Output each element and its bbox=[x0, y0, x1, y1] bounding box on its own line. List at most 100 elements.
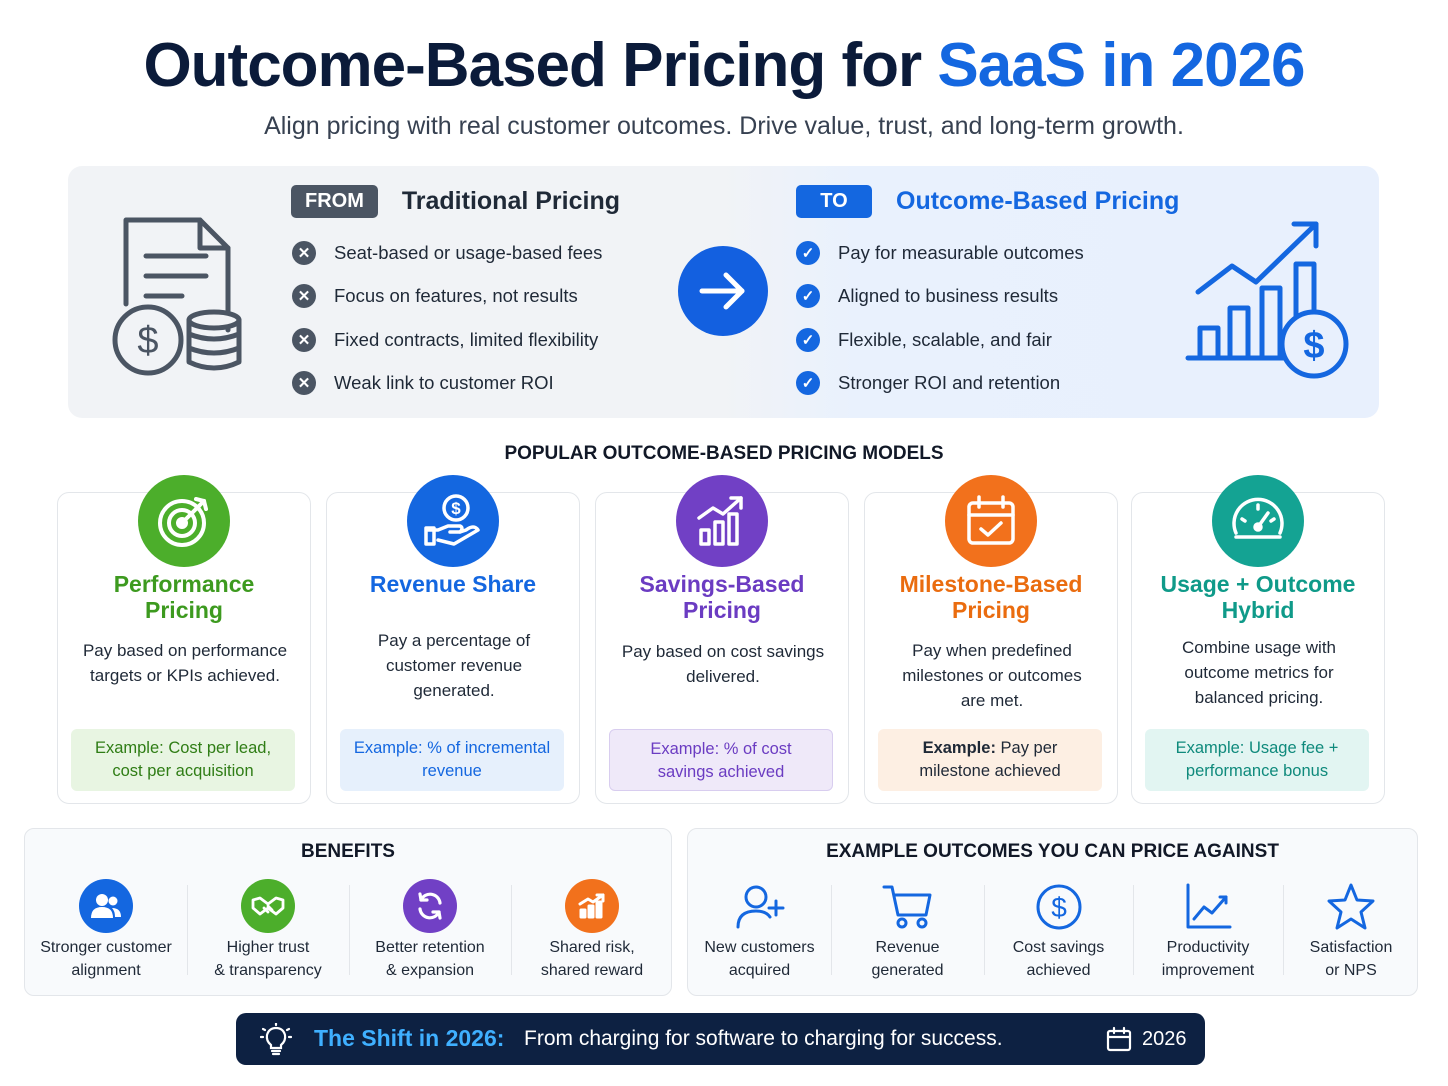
card-description: Combine usage with outcome metrics for b… bbox=[1181, 638, 1337, 707]
model-card-performance: Performance Pricing Pay based on perform… bbox=[57, 475, 311, 804]
outcome-item: New customers acquired bbox=[688, 829, 831, 995]
title-main: Outcome-Based Pricing for bbox=[143, 31, 922, 100]
calendar-check-icon bbox=[945, 475, 1037, 567]
card-example: Example: Usage fee + performance bonus bbox=[1145, 729, 1369, 791]
card-description: Pay when predefined milestones or outcom… bbox=[902, 641, 1082, 710]
footer-heading: The Shift in 2026: bbox=[314, 1025, 505, 1051]
outcomes-panel: EXAMPLE OUTCOMES YOU CAN PRICE AGAINST N… bbox=[687, 828, 1418, 996]
user-plus-icon bbox=[736, 885, 784, 929]
card-example: Example: % of cost savings achieved bbox=[609, 729, 833, 791]
card-description: Pay based on cost savings delivered. bbox=[621, 642, 825, 686]
footer-banner: The Shift in 2026: From charging for sof… bbox=[236, 1013, 1205, 1065]
title-accent: SaaS in 2026 bbox=[937, 31, 1305, 100]
growth-dollar-icon: $ bbox=[1185, 221, 1349, 379]
model-card-savings-based: Savings-Based Pricing Pay based on cost … bbox=[595, 475, 849, 804]
model-card-usage-outcome-hybrid: Usage + Outcome Hybrid Combine usage wit… bbox=[1131, 475, 1385, 804]
divider bbox=[187, 885, 188, 975]
card-example: Example: Pay per milestone achieved bbox=[878, 729, 1102, 791]
page-title: Outcome-Based Pricing for SaaS in 2026 bbox=[0, 30, 1448, 101]
divider bbox=[349, 885, 350, 975]
card-title: Performance Pricing bbox=[113, 571, 255, 623]
card-example: Example: Cost per lead, cost per acquisi… bbox=[71, 729, 295, 791]
divider bbox=[1133, 885, 1134, 975]
benefit-item: Better retention & expansion bbox=[349, 829, 511, 995]
card-example: Example: % of incremental revenue bbox=[340, 729, 564, 791]
card-description: Pay based on performance targets or KPIs… bbox=[82, 641, 288, 685]
benefits-heading: BENEFITS bbox=[301, 841, 395, 862]
outcome-label: Productivity improvement bbox=[1161, 939, 1255, 979]
outcome-label: Cost savings achieved bbox=[1012, 939, 1105, 979]
check-circle-icon: ✓ bbox=[796, 327, 820, 352]
x-circle-icon: ✕ bbox=[292, 284, 316, 309]
outcome-label: Revenue generated bbox=[871, 939, 944, 979]
cart-icon bbox=[882, 885, 931, 929]
refresh-icon bbox=[403, 879, 457, 933]
svg-text:$: $ bbox=[1051, 892, 1067, 923]
list-item: ✕ Focus on features, not results bbox=[292, 275, 602, 319]
from-header: FROM Traditional Pricing bbox=[291, 185, 620, 218]
page-subtitle: Align pricing with real customer outcome… bbox=[264, 112, 1184, 140]
to-tag: TO bbox=[796, 185, 872, 218]
dollar-circle-icon: $ bbox=[1036, 884, 1081, 930]
outcome-item: Revenue generated bbox=[831, 829, 984, 995]
check-circle-icon: ✓ bbox=[796, 371, 820, 396]
card-title: Milestone-Based Pricing bbox=[899, 571, 1083, 623]
hand-dollar-icon: $ bbox=[407, 475, 499, 567]
bar-chart-up-icon bbox=[676, 475, 768, 567]
outcome-item: $ Cost savings achieved bbox=[984, 829, 1133, 995]
list-item: ✕ Seat-based or usage-based fees bbox=[292, 231, 602, 275]
list-item: ✕ Fixed contracts, limited flexibility bbox=[292, 318, 602, 362]
list-item: ✓ Pay for measurable outcomes bbox=[796, 231, 1084, 275]
outcome-label: New customers acquired bbox=[704, 939, 815, 979]
divider bbox=[1283, 885, 1284, 975]
x-circle-icon: ✕ bbox=[292, 240, 316, 265]
benefit-label: Shared risk, shared reward bbox=[540, 939, 644, 979]
benefits-panel: BENEFITS Stronger customer alignment Hig… bbox=[24, 828, 672, 996]
outcome-label: Satisfaction or NPS bbox=[1309, 939, 1393, 979]
outcomes-heading: EXAMPLE OUTCOMES YOU CAN PRICE AGAINST bbox=[826, 841, 1279, 862]
card-description: Pay a percentage of customer revenue gen… bbox=[377, 631, 531, 700]
models-heading: POPULAR OUTCOME-BASED PRICING MODELS bbox=[504, 443, 944, 464]
divider bbox=[984, 885, 985, 975]
benefit-label: Stronger customer alignment bbox=[40, 939, 172, 979]
check-circle-icon: ✓ bbox=[796, 284, 820, 309]
divider bbox=[831, 885, 832, 975]
model-card-revenue-share: $ Revenue Share Pay a percentage of cust… bbox=[326, 475, 580, 804]
to-list: ✓ Pay for measurable outcomes ✓ Aligned to… bbox=[796, 231, 1084, 405]
benefit-item: Higher trust & transparency bbox=[187, 829, 349, 995]
from-list: ✕ Seat-based or usage-based fees ✕ Focus o… bbox=[292, 231, 602, 405]
to-header: TO Outcome-Based Pricing bbox=[796, 185, 1179, 218]
svg-text:$: $ bbox=[137, 320, 158, 362]
lightbulb-icon bbox=[260, 1023, 292, 1056]
benefit-item: Shared risk, shared reward bbox=[511, 829, 673, 995]
divider bbox=[511, 885, 512, 975]
card-title: Savings-Based Pricing bbox=[639, 571, 805, 623]
svg-text:$: $ bbox=[451, 499, 461, 518]
target-icon bbox=[138, 475, 230, 567]
benefit-item: Stronger customer alignment bbox=[25, 829, 187, 995]
outcome-item: Productivity improvement bbox=[1133, 829, 1283, 995]
x-circle-icon: ✕ bbox=[292, 371, 316, 396]
x-circle-icon: ✕ bbox=[292, 327, 316, 352]
footer-text: From charging for software to charging f… bbox=[524, 1027, 1003, 1050]
star-icon bbox=[1327, 883, 1375, 930]
benefit-label: Better retention & expansion bbox=[375, 939, 485, 979]
outcome-item: Satisfaction or NPS bbox=[1283, 829, 1419, 995]
to-title: Outcome-Based Pricing bbox=[896, 187, 1180, 215]
handshake-icon bbox=[241, 879, 295, 933]
gauge-icon bbox=[1212, 475, 1304, 567]
users-icon bbox=[79, 879, 133, 933]
check-circle-icon: ✓ bbox=[796, 240, 820, 265]
list-item: ✓ Stronger ROI and retention bbox=[796, 362, 1084, 406]
line-chart-icon bbox=[1186, 883, 1232, 929]
document-money-icon: $ bbox=[112, 217, 242, 376]
svg-text:$: $ bbox=[1303, 325, 1324, 367]
growth-chart-icon bbox=[565, 879, 619, 933]
arrow-right-icon bbox=[678, 246, 768, 336]
card-title: Usage + Outcome Hybrid bbox=[1160, 571, 1356, 623]
model-card-milestone-based: Milestone-Based Pricing Pay when predefi… bbox=[864, 475, 1118, 804]
from-title: Traditional Pricing bbox=[401, 187, 620, 215]
benefit-label: Higher trust & transparency bbox=[214, 939, 322, 979]
list-item: ✕ Weak link to customer ROI bbox=[292, 362, 602, 406]
card-title: Revenue Share bbox=[369, 571, 537, 597]
